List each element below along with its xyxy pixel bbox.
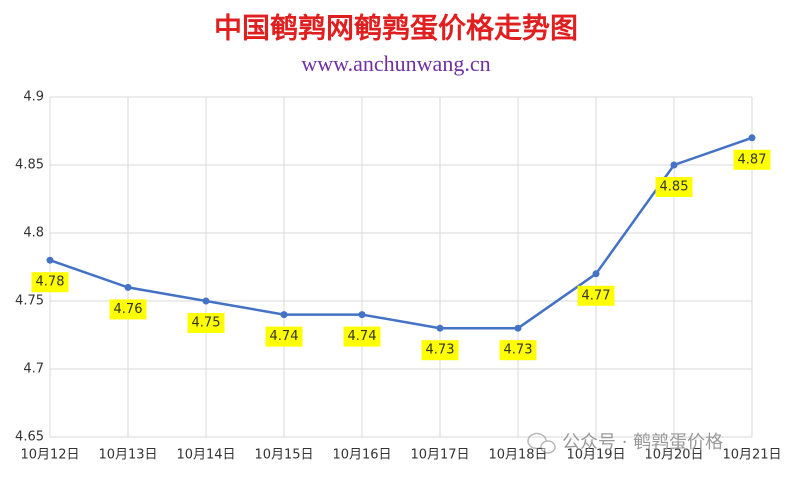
data-label: 4.73 bbox=[426, 343, 455, 358]
data-label-bg bbox=[265, 326, 303, 347]
x-tick-label: 10月20日 bbox=[644, 448, 703, 463]
data-label-bg bbox=[577, 285, 615, 306]
data-label-group: 4.76 bbox=[109, 299, 147, 320]
x-tick-label: 10月13日 bbox=[98, 448, 157, 463]
data-label-group: 4.73 bbox=[499, 340, 537, 361]
y-tick-label: 4.75 bbox=[15, 294, 44, 309]
point bbox=[358, 311, 366, 319]
data-label: 4.75 bbox=[192, 316, 221, 331]
data-label-bg bbox=[187, 313, 225, 333]
data-label-group: 4.85 bbox=[655, 177, 693, 197]
point bbox=[202, 297, 210, 305]
y-tick-label: 4.9 bbox=[23, 90, 44, 105]
data-label: 4.74 bbox=[270, 329, 299, 344]
data-label-group: 4.87 bbox=[733, 149, 771, 170]
data-label: 4.73 bbox=[504, 343, 533, 358]
data-label-bg bbox=[31, 272, 69, 293]
point bbox=[592, 270, 600, 278]
y-tick-label: 4.85 bbox=[15, 158, 44, 173]
data-label-group: 4.77 bbox=[577, 285, 615, 306]
y-tick-label: 4.8 bbox=[23, 226, 44, 241]
data-label-group: 4.78 bbox=[31, 272, 69, 293]
data-label: 4.76 bbox=[114, 302, 143, 317]
chart-subtitle: www.anchunwang.cn bbox=[301, 51, 490, 76]
data-label: 4.87 bbox=[738, 152, 767, 167]
data-label-group: 4.74 bbox=[265, 326, 303, 347]
data-label-bg bbox=[343, 326, 381, 347]
data-label: 4.74 bbox=[348, 329, 377, 344]
point bbox=[670, 161, 678, 169]
data-label-group: 4.73 bbox=[421, 340, 459, 361]
data-label-bg bbox=[655, 177, 693, 197]
point bbox=[124, 283, 132, 291]
y-tick-label: 4.65 bbox=[15, 430, 44, 445]
watermark-icon bbox=[527, 432, 556, 454]
point bbox=[514, 324, 522, 332]
x-tick-label: 10月17日 bbox=[410, 448, 469, 463]
data-label: 4.77 bbox=[582, 288, 611, 303]
watermark: 公众号 · 鹌鹑蛋价格 bbox=[562, 432, 723, 453]
point bbox=[748, 134, 756, 142]
x-tick-label: 10月12日 bbox=[20, 448, 79, 463]
x-tick-label: 10月21日 bbox=[722, 448, 781, 463]
data-label-bg bbox=[109, 299, 147, 320]
data-label-bg bbox=[421, 340, 459, 361]
data-label-bg bbox=[499, 340, 537, 361]
data-label-group: 4.74 bbox=[343, 326, 381, 347]
chart-title: 中国鹌鹑网鹌鹑蛋价格走势图 bbox=[214, 12, 578, 45]
x-tick-label: 10月14日 bbox=[176, 448, 235, 463]
line bbox=[49, 136, 753, 330]
point bbox=[436, 324, 444, 332]
x-tick-label: 10月19日 bbox=[566, 448, 625, 463]
data-label-group: 4.75 bbox=[187, 313, 225, 333]
data-label: 4.85 bbox=[660, 180, 689, 195]
point bbox=[46, 256, 54, 264]
x-tick-label: 10月15日 bbox=[254, 448, 313, 463]
x-tick-label: 10月18日 bbox=[488, 448, 547, 463]
x-tick-label: 10月16日 bbox=[332, 448, 391, 463]
y-tick-label: 4.7 bbox=[23, 362, 44, 377]
data-label: 4.78 bbox=[36, 275, 65, 290]
point bbox=[280, 311, 288, 319]
data-label-bg bbox=[733, 149, 771, 170]
